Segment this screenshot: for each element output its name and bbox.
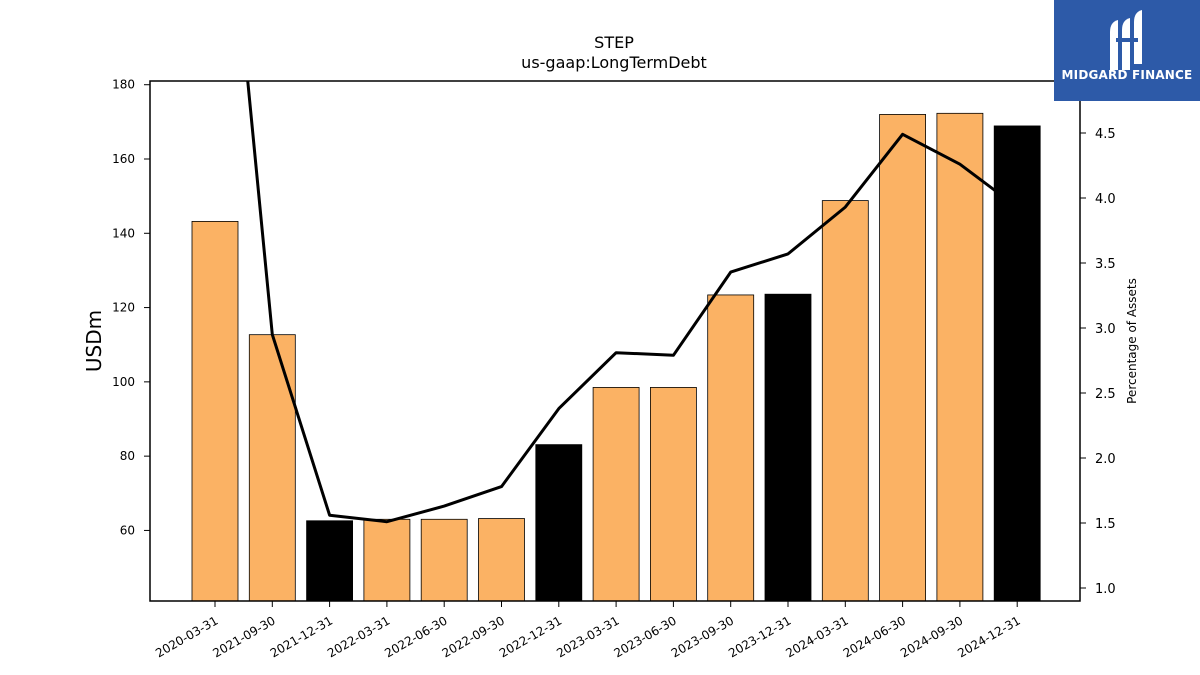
y2-tick-label: 2.5 bbox=[1095, 387, 1116, 402]
y-tick-label: 60 bbox=[120, 523, 135, 537]
y-tick-label: 80 bbox=[120, 449, 135, 463]
x-tick-label: 2022-06-30 bbox=[382, 613, 449, 660]
bar bbox=[936, 112, 984, 602]
y-axis-title-left: USDm bbox=[82, 310, 106, 372]
bar bbox=[478, 518, 525, 602]
x-tick-label: 2023-03-31 bbox=[554, 613, 621, 660]
x-axis: 2020-03-312021-09-302021-12-312022-03-31… bbox=[153, 601, 1023, 660]
line-series bbox=[246, 81, 1019, 524]
x-tick-label: 2021-12-31 bbox=[268, 613, 335, 660]
bar bbox=[879, 114, 926, 602]
x-tick-label: 2024-09-30 bbox=[898, 613, 965, 660]
bar bbox=[993, 125, 1041, 602]
y2-tick-label: 1.5 bbox=[1095, 517, 1116, 532]
logo-text: MIDGARD FINANCE bbox=[1061, 68, 1193, 82]
x-tick-label: 2022-03-31 bbox=[325, 613, 392, 660]
y-tick-label: 160 bbox=[112, 152, 135, 166]
bar bbox=[650, 387, 697, 602]
bar bbox=[535, 444, 583, 602]
y-tick-label: 140 bbox=[112, 226, 135, 240]
y-tick-label: 180 bbox=[112, 78, 135, 92]
bar bbox=[248, 334, 296, 602]
bar bbox=[363, 518, 411, 602]
x-tick-label: 2022-09-30 bbox=[440, 613, 507, 660]
y2-tick-label: 4.5 bbox=[1095, 127, 1116, 142]
y2-tick-label: 1.0 bbox=[1095, 582, 1116, 597]
y2-tick-label: 3.5 bbox=[1095, 257, 1116, 272]
y2-tick-label: 3.0 bbox=[1095, 322, 1116, 337]
bar bbox=[707, 294, 755, 602]
bar bbox=[191, 220, 239, 602]
y-tick-label: 120 bbox=[112, 301, 135, 315]
bar bbox=[306, 520, 354, 602]
logo-mark-icon bbox=[1110, 10, 1142, 70]
x-tick-label: 2024-06-30 bbox=[841, 613, 908, 660]
y-tick-label: 100 bbox=[112, 375, 135, 389]
x-tick-label: 2024-03-31 bbox=[783, 613, 850, 660]
bar bbox=[592, 387, 640, 602]
y2-tick-label: 2.0 bbox=[1095, 452, 1116, 467]
x-tick-label: 2020-03-31 bbox=[153, 613, 220, 660]
x-tick-label: 2024-12-31 bbox=[955, 613, 1022, 660]
bar bbox=[821, 200, 869, 602]
x-tick-label: 2023-06-30 bbox=[611, 613, 678, 660]
plot-frame bbox=[149, 80, 1081, 602]
bar bbox=[764, 293, 812, 602]
company-logo: MIDGARD FINANCE bbox=[1054, 0, 1200, 101]
x-tick-label: 2021-09-30 bbox=[210, 613, 277, 660]
bar-series bbox=[191, 112, 1041, 602]
bar bbox=[420, 518, 468, 602]
y-axis-left: 60 80 100 120 140 160 180 bbox=[112, 78, 150, 537]
y-axis-title-right: Percentage of Assets bbox=[1125, 278, 1139, 404]
chart-subtitle: us-gaap:LongTermDebt bbox=[521, 53, 707, 72]
x-tick-label: 2023-09-30 bbox=[669, 613, 736, 660]
y-axis-right: 1.0 1.5 2.0 2.5 3.0 3.5 4.0 4.5 bbox=[1080, 127, 1116, 597]
x-tick-label: 2022-12-31 bbox=[497, 613, 564, 660]
y2-tick-label: 4.0 bbox=[1095, 192, 1116, 207]
x-tick-label: 2023-12-31 bbox=[726, 613, 793, 660]
chart-title: STEP bbox=[594, 33, 634, 52]
line-path bbox=[246, 81, 1019, 524]
